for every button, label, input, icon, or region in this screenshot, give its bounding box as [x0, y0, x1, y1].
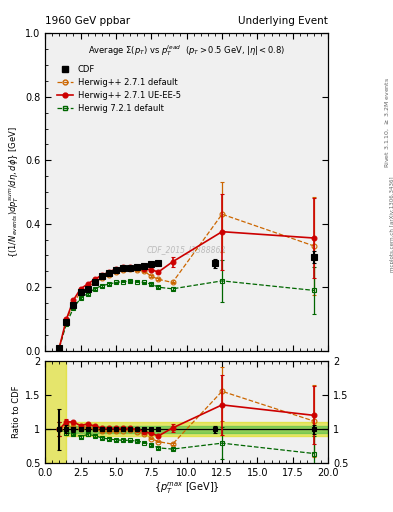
Text: 1960 GeV ppbar: 1960 GeV ppbar [45, 15, 130, 26]
X-axis label: $\{p_T^{max}$ [GeV]$\}$: $\{p_T^{max}$ [GeV]$\}$ [154, 481, 220, 497]
Y-axis label: $\{(1/N_{events}) dp_T^{sum}/d\eta, d\phi\}$ [GeV]: $\{(1/N_{events}) dp_T^{sum}/d\eta, d\ph… [7, 126, 21, 258]
Text: mcplots.cern.ch [arXiv:1306.3436]: mcplots.cern.ch [arXiv:1306.3436] [390, 176, 393, 271]
Legend: CDF, Herwig++ 2.7.1 default, Herwig++ 2.7.1 UE-EE-5, Herwig 7.2.1 default: CDF, Herwig++ 2.7.1 default, Herwig++ 2.… [53, 61, 184, 116]
Text: Underlying Event: Underlying Event [238, 15, 328, 26]
Text: CDF_2015_I1388868: CDF_2015_I1388868 [147, 245, 226, 253]
Text: Rivet 3.1.10, $\geq$ 3.2M events: Rivet 3.1.10, $\geq$ 3.2M events [383, 76, 391, 168]
Text: Average $\Sigma(p_T)$ vs $p_T^{lead}$  ($p_T > 0.5$ GeV, $|\eta| < 0.8$): Average $\Sigma(p_T)$ vs $p_T^{lead}$ ($… [88, 43, 285, 58]
Y-axis label: Ratio to CDF: Ratio to CDF [12, 386, 21, 438]
